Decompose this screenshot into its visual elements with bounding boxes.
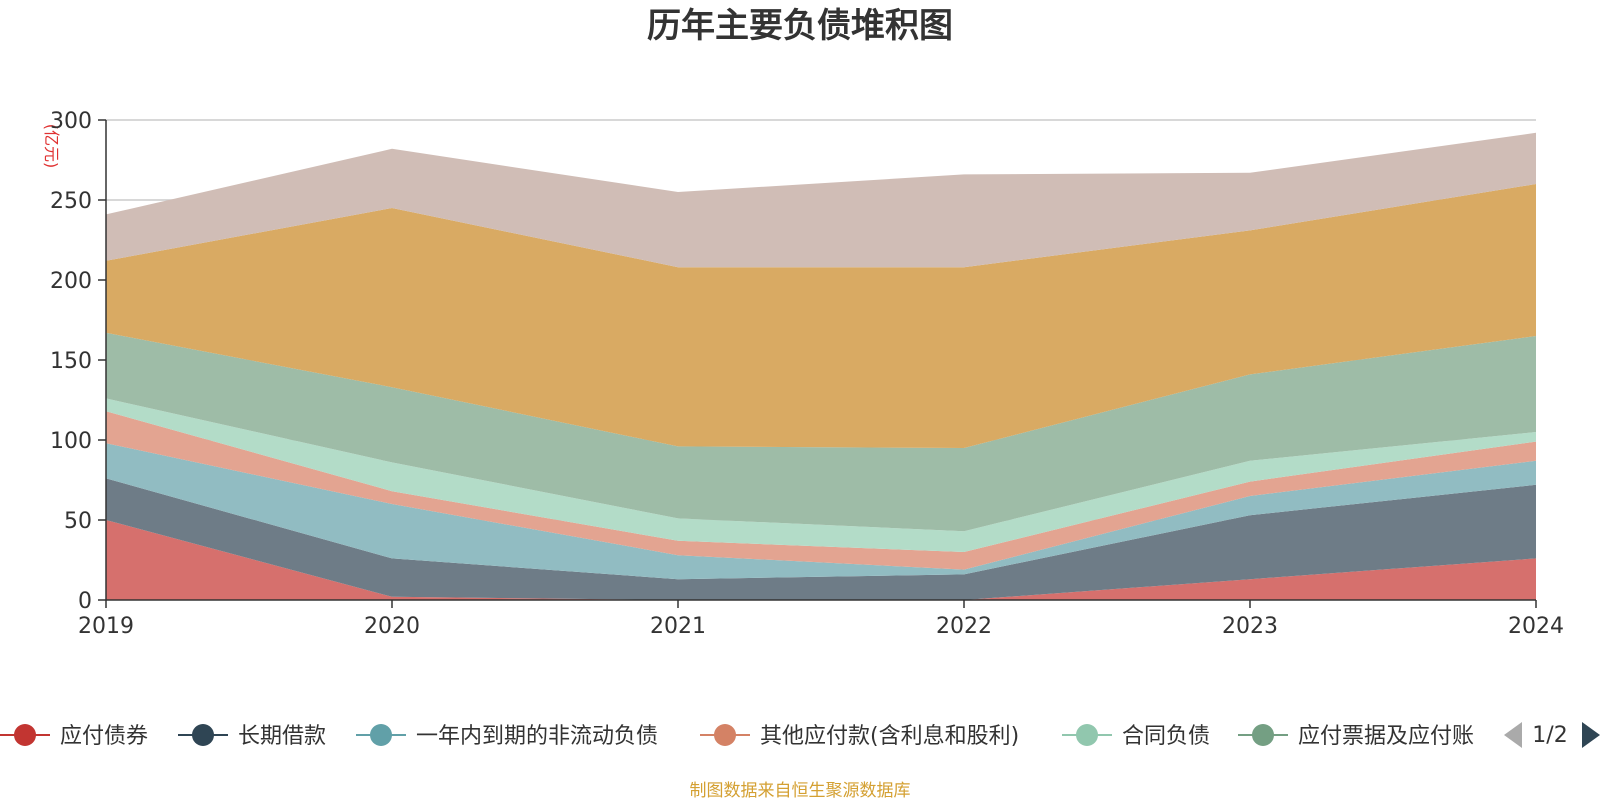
legend-marker-icon xyxy=(14,724,36,746)
area-一年内到期的非流动负债 xyxy=(106,443,1536,580)
legend-item[interactable]: 合同负债 xyxy=(1062,724,1210,749)
y-tick-label: 0 xyxy=(78,589,92,614)
x-tick-label-2023: 2023 xyxy=(1222,614,1278,639)
legend-label: 长期借款 xyxy=(238,724,326,749)
legend-label: 其他应付款(含利息和股利) xyxy=(760,724,1019,749)
x-tick-labels: 2019 2020 2021 2022 2023 2024 xyxy=(78,600,1564,639)
legend-marker-icon xyxy=(1076,724,1098,746)
legend-prev-page-icon[interactable] xyxy=(1504,722,1522,748)
legend-label: 一年内到期的非流动负债 xyxy=(416,724,658,749)
legend-marker-icon xyxy=(192,724,214,746)
legend-item[interactable]: 应付票据及应付账 xyxy=(1238,724,1474,749)
legend-marker-icon xyxy=(1252,724,1274,746)
chart-title: 历年主要负债堆积图 xyxy=(647,6,953,46)
y-tick-label: 50 xyxy=(64,509,92,534)
legend-item[interactable]: 一年内到期的非流动负债 xyxy=(356,724,658,749)
y-tick-label: 200 xyxy=(50,269,92,294)
legend-item[interactable]: 其他应付款(含利息和股利) xyxy=(700,724,1019,749)
area-长期借款 xyxy=(106,478,1536,600)
y-tick-labels: 0 50 100 150 200 250 300 xyxy=(50,109,106,614)
area-其他应付款(含利息和股利) xyxy=(106,411,1536,570)
area-series xyxy=(106,132,1536,600)
legend-pager: 1/2 xyxy=(1504,722,1600,748)
x-tick-label-2022: 2022 xyxy=(936,614,992,639)
x-tick-label-2020: 2020 xyxy=(364,614,420,639)
legend: 应付债券 长期借款 一年内到期的非流动负债 其他应付款(含利息和股利) 合同负债 应付票据… xyxy=(0,724,1474,749)
area-应付票据及应付账款 xyxy=(106,332,1536,532)
x-tick-label-2024: 2024 xyxy=(1508,614,1564,639)
area-合同负债 xyxy=(106,398,1536,552)
legend-label: 应付债券 xyxy=(60,724,148,749)
y-axis-unit: (亿元) xyxy=(42,124,61,169)
y-tick-label: 100 xyxy=(50,429,92,454)
legend-marker-icon xyxy=(370,724,392,746)
x-tick-label-2021: 2021 xyxy=(650,614,706,639)
y-tick-label: 150 xyxy=(50,349,92,374)
x-tick-label-2019: 2019 xyxy=(78,614,134,639)
legend-label: 合同负债 xyxy=(1122,724,1210,749)
area-应付债券 xyxy=(106,520,1536,600)
area-series-8 xyxy=(106,132,1536,268)
data-source-note: 制图数据来自恒生聚源数据库 xyxy=(690,781,911,800)
area-series-7 xyxy=(106,184,1536,448)
y-tick-label: 250 xyxy=(50,189,92,214)
legend-marker-icon xyxy=(714,724,736,746)
legend-page-indicator: 1/2 xyxy=(1532,723,1567,748)
legend-item[interactable]: 长期借款 xyxy=(178,724,326,749)
legend-label: 应付票据及应付账 xyxy=(1298,724,1474,749)
legend-next-page-icon[interactable] xyxy=(1582,722,1600,748)
y-tick-label: 300 xyxy=(50,109,92,134)
legend-item[interactable]: 应付债券 xyxy=(0,724,148,749)
